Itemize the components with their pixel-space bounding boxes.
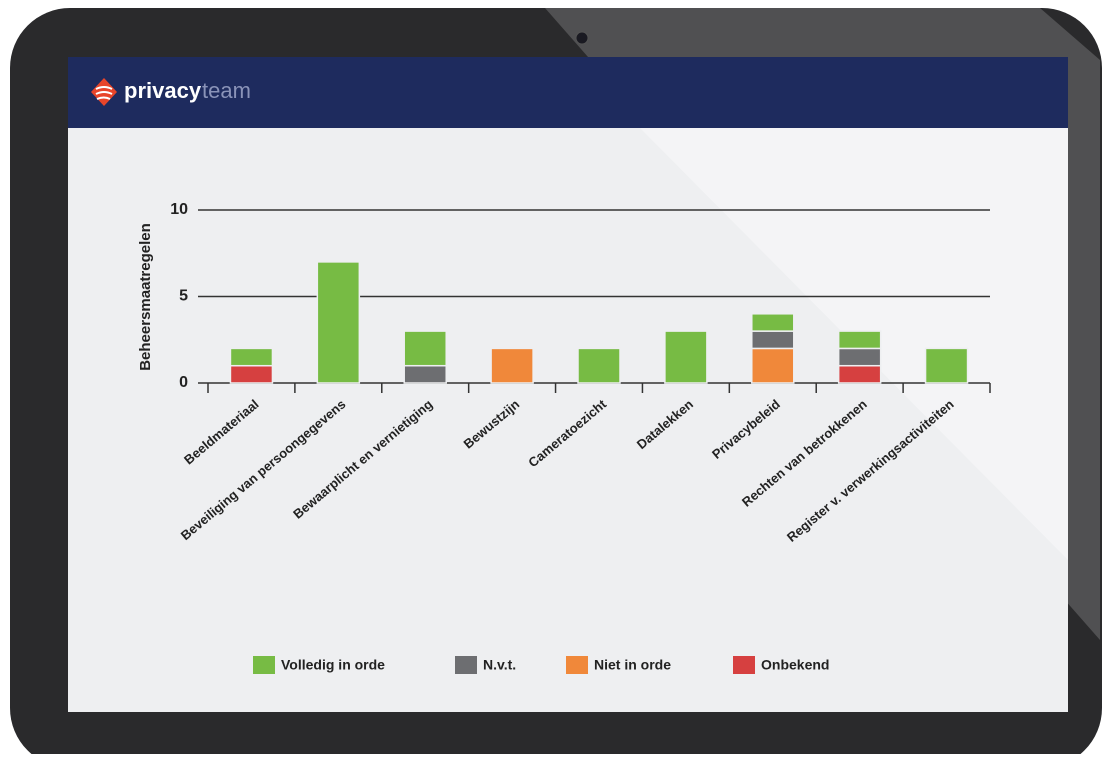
- bar-segment: [751, 330, 795, 350]
- bar-segment: [837, 330, 882, 350]
- bar-segment: [751, 347, 795, 384]
- bar-segment: [664, 330, 708, 384]
- legend-label: N.v.t.: [483, 657, 516, 673]
- bar-segment: [490, 347, 534, 384]
- y-tick-label: 5: [179, 288, 188, 305]
- bar-segment: [403, 330, 447, 367]
- bar-segment: [403, 364, 447, 384]
- bar-segment: [229, 347, 274, 367]
- bar-segment: [229, 364, 274, 384]
- legend-swatch: [253, 656, 275, 674]
- legend-label: Niet in orde: [594, 657, 671, 673]
- y-axis-label: Beheersmaatregelen: [137, 223, 154, 371]
- legend-swatch: [455, 656, 477, 674]
- logo: privacy team: [91, 78, 251, 106]
- bar-segment: [577, 347, 621, 384]
- y-tick-label: 0: [179, 374, 188, 391]
- legend-swatch: [566, 656, 588, 674]
- legend-label: Volledig in orde: [281, 657, 385, 673]
- header-bar: [68, 57, 1068, 128]
- brand-light: team: [202, 78, 251, 103]
- bar-segment: [837, 364, 882, 384]
- screen: [68, 57, 1068, 712]
- legend-label: Onbekend: [761, 657, 829, 673]
- y-tick-label: 10: [170, 201, 188, 218]
- bar-segment: [837, 347, 882, 367]
- bar-segment: [751, 313, 795, 332]
- bar-segment: [316, 261, 361, 384]
- brand-bold: privacy: [124, 78, 202, 103]
- camera: [575, 31, 589, 45]
- legend-swatch: [733, 656, 755, 674]
- logo-lines: [95, 86, 113, 100]
- bar-segment: [924, 347, 969, 384]
